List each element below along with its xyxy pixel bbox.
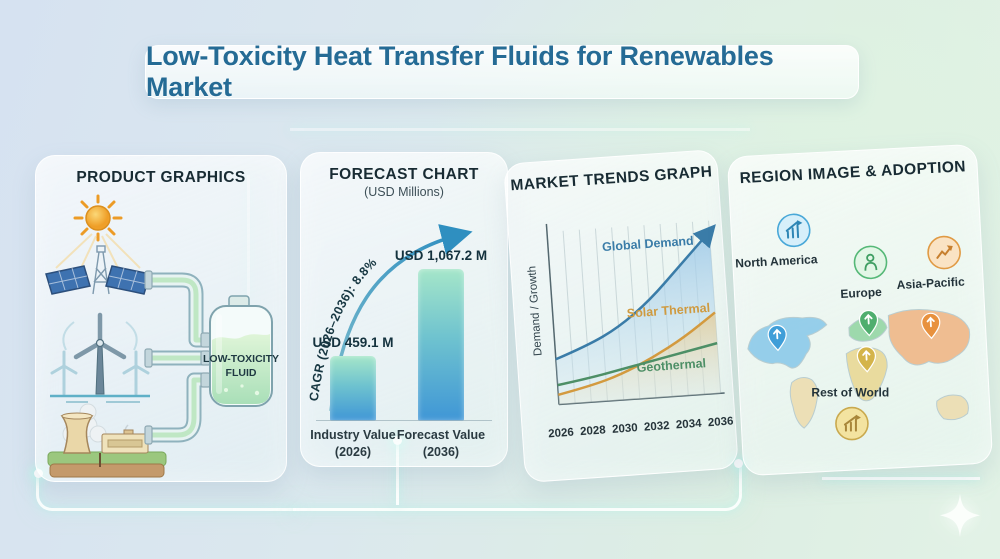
geothermal-line (557, 341, 718, 387)
map-pin-africa (856, 346, 876, 373)
bar-tick-line: Industry Value (310, 428, 396, 442)
panel-region-adoption: REGION IMAGE & ADOPTION North America Eu… (726, 143, 994, 477)
continent-asia (887, 308, 971, 366)
region-label-rest-of-world: Rest of World (811, 385, 890, 400)
product-graphics-heading: PRODUCT GRAPHICS (76, 169, 246, 186)
title-banner: Low-Toxicity Heat Transfer Fluids for Re… (145, 41, 859, 102)
region-label-north-america: North America (734, 252, 818, 271)
continent-north-america (747, 316, 828, 369)
world-map (747, 308, 971, 429)
bar-tick-line: (2026) (334, 444, 372, 459)
map-pins (767, 309, 941, 373)
solar-energy-icon (45, 194, 151, 295)
x-tick: 2026 (547, 426, 575, 441)
circuit-line (290, 128, 750, 131)
product-graphics-illustration: LOW-TOXICITY FLUID (45, 194, 279, 478)
x-tick: 2032 (643, 419, 670, 434)
region-item-north-america: North America (735, 210, 832, 270)
forecast-chart-subtitle: (USD Millions) (364, 185, 444, 199)
geothermal-plant-icon (47, 403, 167, 478)
bar-tick-line: (2036) (422, 444, 460, 459)
panel-product-graphics: PRODUCT GRAPHICS (35, 155, 287, 482)
trend-up-icon (927, 235, 961, 270)
market-trends-chart (545, 220, 725, 406)
market-trends-heading: MARKET TRENDS GRAPH (509, 163, 713, 195)
region-adoption-heading: REGION IMAGE & ADOPTION (739, 158, 967, 188)
bar-tick-forecast: Forecast Value (2036) (389, 427, 493, 461)
trends-x-ticks: 2026 2028 2030 2032 2034 2036 (545, 415, 737, 440)
sun-icon (85, 205, 111, 231)
bar-tick-industry: Industry Value (2026) (301, 427, 405, 461)
tank-label-line1: LOW-TOXICITY (203, 353, 279, 365)
x-tick: 2034 (675, 417, 702, 432)
bar-value-forecast: USD 1,067.2 M (394, 248, 488, 263)
sun-rays-icon (73, 194, 123, 242)
solar-thermal-area (558, 312, 721, 405)
continent-south-america (789, 376, 819, 429)
bar-value-industry: USD 459.1 M (312, 335, 394, 350)
circuit-line (822, 477, 980, 480)
panel-market-trends: MARKET TRENDS GRAPH Demand / Growth (503, 148, 739, 484)
x-tick: 2036 (707, 415, 734, 430)
global-demand-line (555, 224, 716, 361)
bar-group-forecast: USD 1,067.2 M (395, 248, 487, 421)
x-tick: 2030 (611, 422, 639, 436)
wind-turbines-icon (50, 312, 150, 403)
bar-forecast-2036 (418, 269, 464, 421)
bar-chart-growth-icon (776, 213, 811, 248)
sunbeams (55, 233, 141, 269)
map-pin-asia-pacific (921, 312, 941, 340)
circuit-line (36, 468, 296, 511)
circuit-line (293, 462, 742, 511)
line-chart-icon (835, 406, 869, 441)
page-title: Low-Toxicity Heat Transfer Fluids for Re… (146, 41, 774, 102)
circuit-line (396, 438, 399, 505)
glow-node (734, 459, 743, 468)
eco-person-icon (853, 245, 888, 280)
map-pin-europe (858, 309, 879, 337)
continent-australia (936, 394, 969, 421)
x-tick: 2028 (579, 424, 607, 439)
sparkle-icon (940, 493, 980, 537)
panel-forecast-chart: FORECAST CHART (USD Millions) CAGR (2026… (300, 152, 508, 467)
region-item-europe: Europe (840, 243, 902, 301)
bar-axis-line (316, 420, 492, 421)
pipes-graphic (144, 270, 211, 445)
map-pin-north-america (767, 324, 787, 352)
tank-label-line2: FLUID (226, 367, 257, 379)
bar-industry-2026 (330, 356, 376, 421)
region-item-asia-pacific: Asia-Pacific (896, 233, 979, 292)
bar-group-industry: USD 459.1 M (312, 335, 394, 421)
bar-tick-line: Forecast Value (396, 428, 486, 442)
fluid-tank-graphic: LOW-TOXICITY FLUID (203, 295, 279, 407)
solar-panels-icon (45, 265, 151, 295)
forecast-chart-heading: FORECAST CHART (329, 166, 479, 183)
